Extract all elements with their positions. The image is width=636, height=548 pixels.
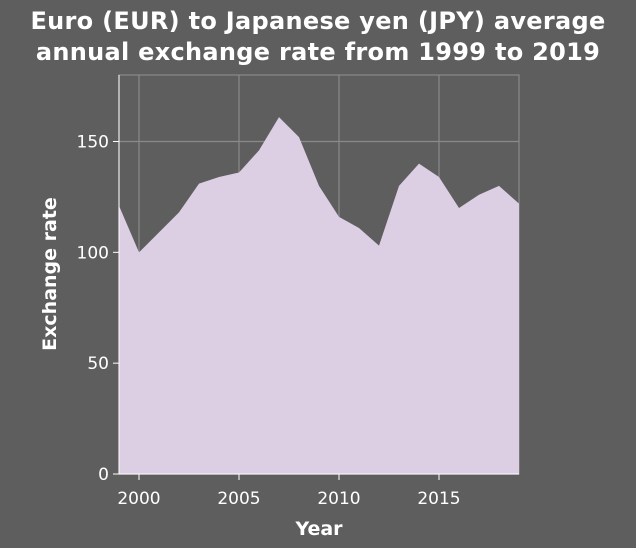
y-tick-label-100: 100	[77, 243, 109, 263]
tick-layer: 2000 2005 2010 2015 0 50 100 150	[77, 75, 519, 509]
area-layer	[119, 117, 519, 475]
chart-title-line-2: annual exchange rate from 1999 to 2019	[35, 38, 601, 66]
x-tick-label-2005: 2005	[217, 489, 260, 509]
area-series	[119, 117, 519, 475]
chart-title-line-1: Euro (EUR) to Japanese yen (JPY) average	[30, 7, 606, 35]
y-tick-label-50: 50	[87, 354, 109, 374]
y-tick-label-150: 150	[77, 133, 109, 153]
y-axis-label: Exchange rate	[39, 197, 61, 351]
chart-title: Euro (EUR) to Japanese yen (JPY) average…	[0, 6, 636, 68]
x-axis-label: Year	[294, 518, 343, 540]
y-tick-label-0: 0	[98, 465, 109, 485]
x-tick-label-2010: 2010	[317, 489, 360, 509]
x-tick-label-2015: 2015	[417, 489, 460, 509]
x-tick-label-2000: 2000	[117, 489, 160, 509]
